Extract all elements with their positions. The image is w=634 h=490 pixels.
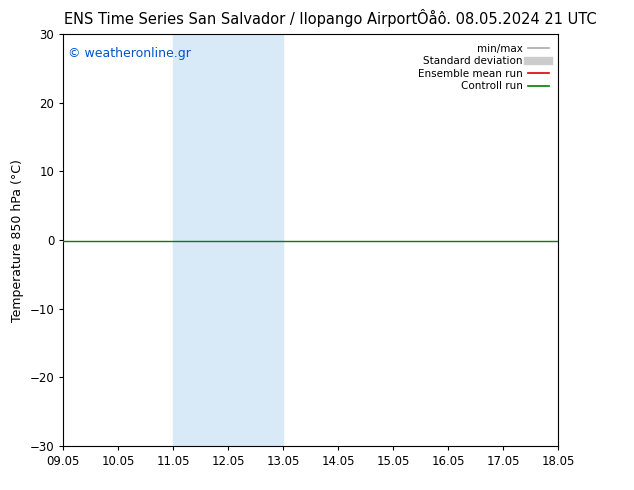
Text: © weatheronline.gr: © weatheronline.gr xyxy=(68,47,191,60)
Text: Ôåô. 08.05.2024 21 UTC: Ôåô. 08.05.2024 21 UTC xyxy=(417,12,597,27)
Bar xyxy=(173,34,283,446)
Text: ENS Time Series San Salvador / Ilopango Airport: ENS Time Series San Salvador / Ilopango … xyxy=(64,12,418,27)
Bar xyxy=(558,34,585,446)
Legend: min/max, Standard deviation, Ensemble mean run, Controll run: min/max, Standard deviation, Ensemble me… xyxy=(413,40,553,96)
Y-axis label: Temperature 850 hPa (°C): Temperature 850 hPa (°C) xyxy=(11,159,24,321)
